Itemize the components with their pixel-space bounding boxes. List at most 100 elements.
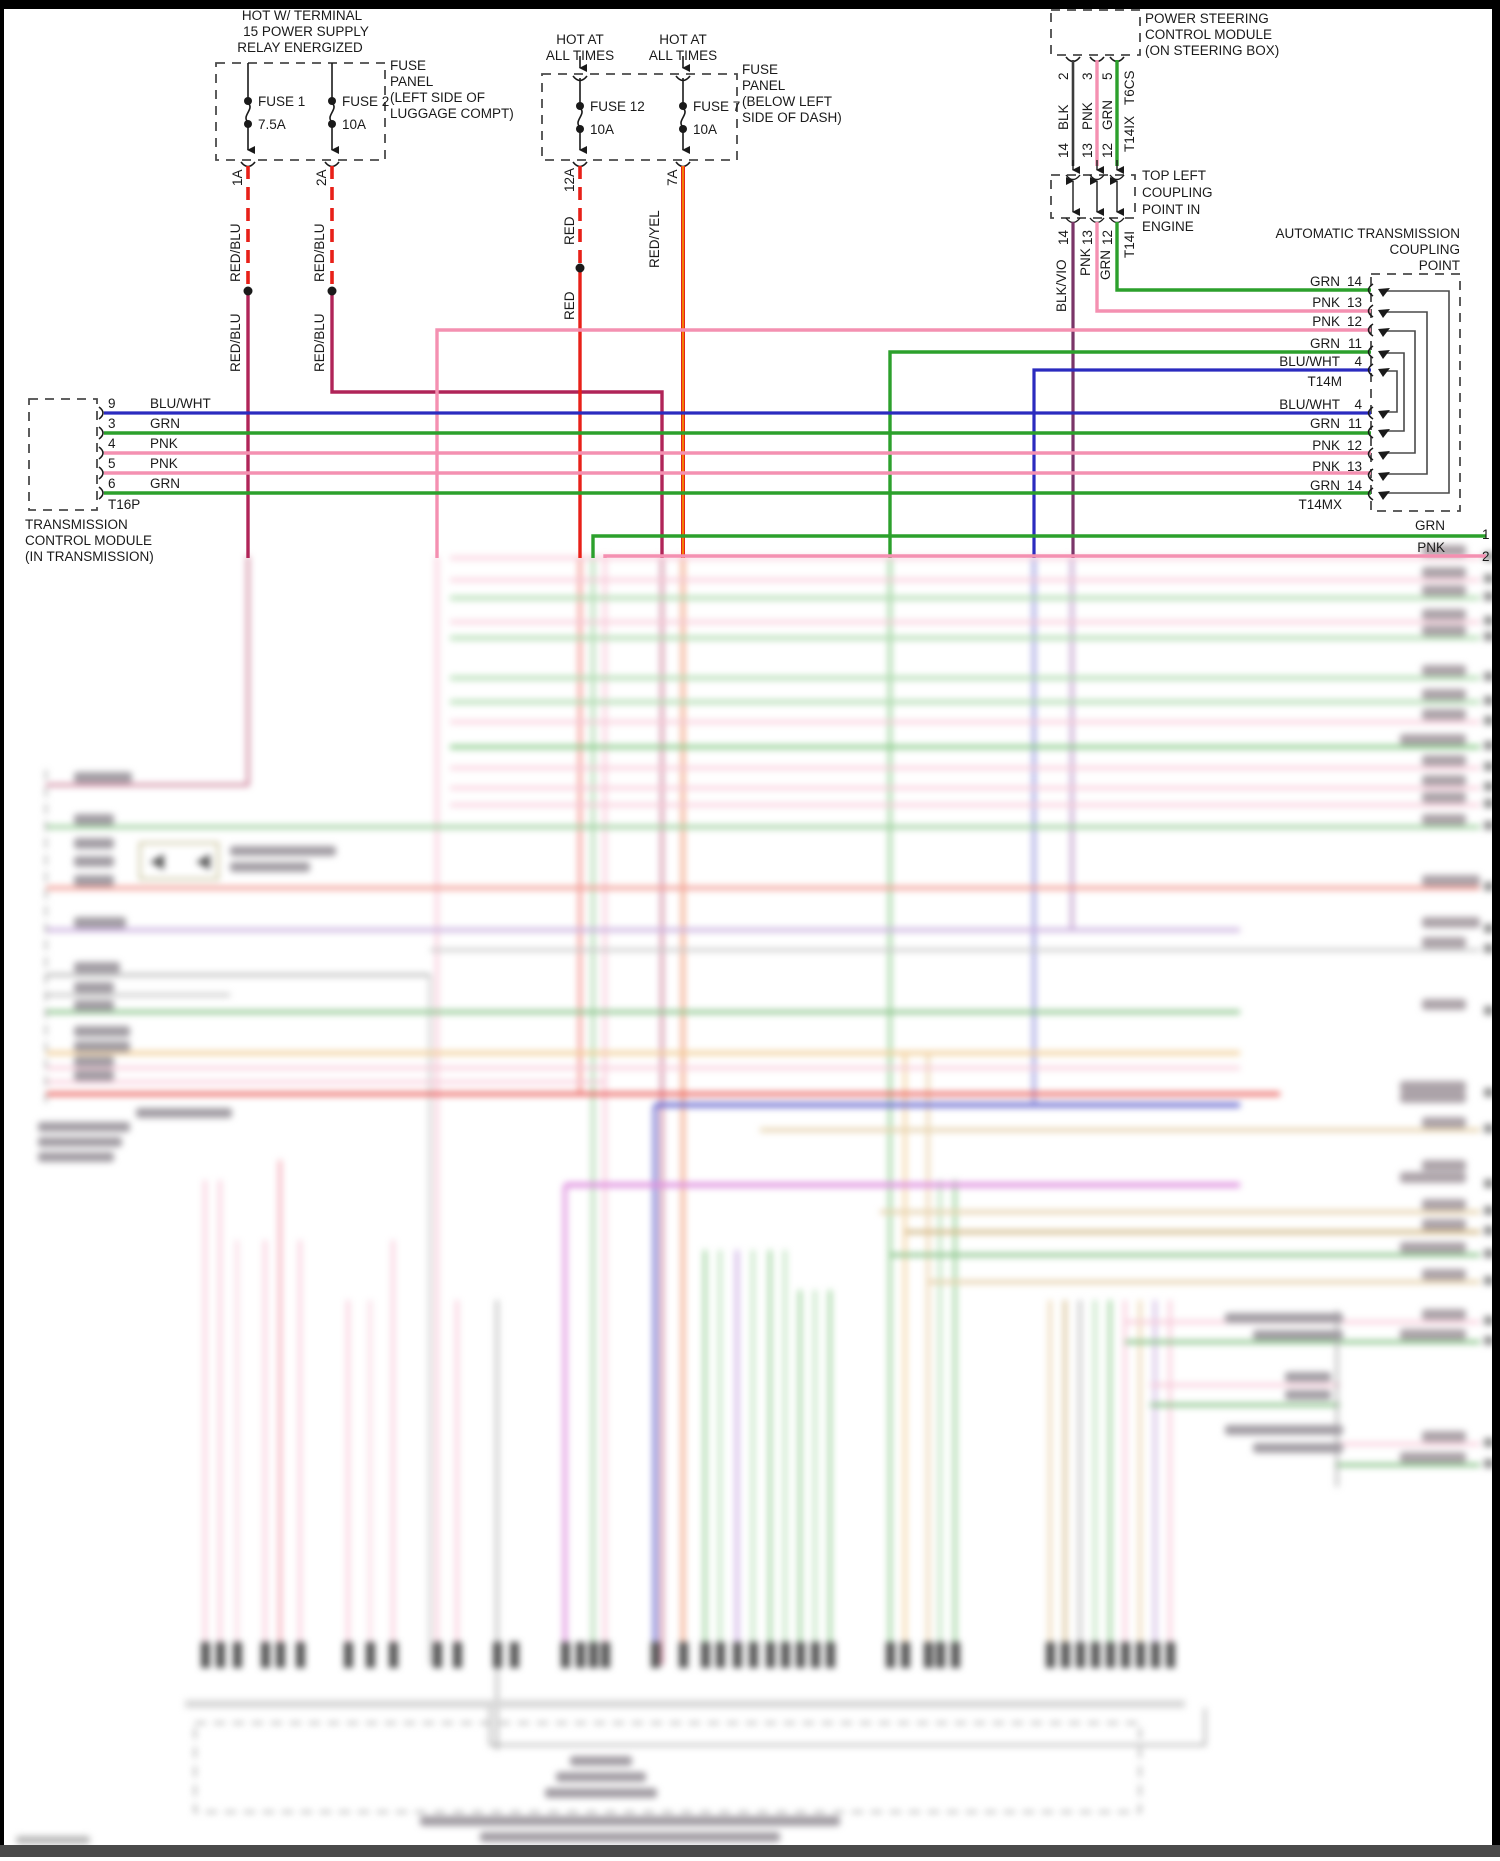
- tcm-pin-6: 6: [108, 476, 116, 491]
- fuse-panel-luggage-location-4: LUGGAGE COMPT): [390, 106, 514, 121]
- output-pnk-wire: PNK: [1417, 540, 1445, 555]
- engine-coupling-title-1: TOP LEFT: [1142, 168, 1207, 183]
- ps-wire-grn: GRN: [1100, 100, 1115, 130]
- tcm-title-3: (IN TRANSMISSION): [25, 549, 154, 564]
- tcm-title-2: CONTROL MODULE: [25, 533, 153, 548]
- fuse-panel-dash-location-2: PANEL: [742, 78, 786, 93]
- engine-wire-pnk: PNK: [1078, 248, 1093, 276]
- ps-connector: T6CS: [1122, 70, 1137, 105]
- output-pnk-pin: 2: [1482, 549, 1490, 564]
- engine-connector: T14I: [1122, 230, 1137, 258]
- fuse2-wire-lower: RED/BLU: [312, 313, 327, 372]
- engine-coupling-title-4: ENGINE: [1142, 219, 1194, 234]
- engine-coupling-title-3: POINT IN: [1142, 202, 1201, 217]
- atc-row2-pin: 13: [1346, 295, 1362, 310]
- fuse-panel-dash-location-1: FUSE: [742, 62, 779, 77]
- engine-pin-13: 13: [1080, 229, 1095, 245]
- atc-row9-pin: 13: [1346, 459, 1362, 474]
- atc-title-1: AUTOMATIC TRANSMISSION: [1275, 226, 1460, 241]
- tcm-pin-5: 5: [108, 456, 116, 471]
- ps-module-title-3: (ON STEERING BOX): [1145, 43, 1280, 58]
- fuse-panel-luggage-location-3: (LEFT SIDE OF: [390, 90, 486, 105]
- ps-harness-pin-12: 12: [1100, 142, 1115, 158]
- engine-pin-14: 14: [1056, 229, 1071, 245]
- atc-title-3: POINT: [1418, 258, 1460, 273]
- fuse7-name: FUSE 7: [693, 99, 741, 114]
- atc-row3-pin: 12: [1346, 314, 1362, 329]
- atc-row1-wire: GRN: [1310, 274, 1340, 289]
- fuse1-wire-lower: RED/BLU: [228, 313, 243, 372]
- fuse12-wire-lower: RED: [562, 291, 577, 320]
- fuse7-rating: 10A: [693, 122, 718, 137]
- atc-connector-lower: T14MX: [1298, 497, 1342, 512]
- fuse-panel-dash-location-4: SIDE OF DASH): [742, 110, 842, 125]
- atc-row8-wire: PNK: [1312, 438, 1340, 453]
- dash-heading2-1: HOT AT: [659, 32, 707, 47]
- engine-wire-grn: GRN: [1098, 250, 1113, 280]
- ps-wire-blk: BLK: [1056, 104, 1071, 130]
- atc-row4-wire: GRN: [1310, 336, 1340, 351]
- tcm-wire-3: PNK: [150, 436, 178, 451]
- engine-coupling-title-2: COUPLING: [1142, 185, 1213, 200]
- fuse12-name: FUSE 12: [590, 99, 645, 114]
- fuse-panel-luggage-location-2: PANEL: [390, 74, 434, 89]
- atc-connector-upper: T14M: [1307, 374, 1342, 389]
- fuse-panel-luggage-location-1: FUSE: [390, 58, 427, 73]
- fuse-panel-dash-location-3: (BELOW LEFT: [742, 94, 833, 109]
- tcm-wire-4: PNK: [150, 456, 178, 471]
- atc-row3-wire: PNK: [1312, 314, 1340, 329]
- fuse-panel-luggage-heading-1: HOT W/ TERMINAL: [241, 8, 363, 23]
- ps-harness-pin-14: 14: [1056, 142, 1071, 158]
- dash-heading2-2: ALL TIMES: [648, 48, 718, 63]
- atc-row4-pin: 11: [1347, 336, 1362, 351]
- atc-title-2: COUPLING: [1389, 242, 1460, 257]
- fuse-panel-luggage-heading-2: 15 POWER SUPPLY: [243, 24, 369, 39]
- ps-pin-2: 2: [1056, 72, 1071, 80]
- atc-row8-pin: 12: [1346, 438, 1362, 453]
- ps-wire-pnk: PNK: [1080, 102, 1095, 130]
- atc-row6-pin: 4: [1354, 397, 1362, 412]
- fuse12-wire-upper: RED: [562, 216, 577, 245]
- output-grn-wire: GRN: [1415, 518, 1445, 533]
- fuse1-wire-upper: RED/BLU: [228, 223, 243, 282]
- dash-heading1-1: HOT AT: [556, 32, 604, 47]
- atc-row6-wire: BLU/WHT: [1279, 397, 1340, 412]
- atc-row10-wire: GRN: [1310, 478, 1340, 493]
- tcm-pin-4: 4: [108, 436, 116, 451]
- atc-row10-pin: 14: [1346, 478, 1362, 493]
- fuse1-pin: 1A: [230, 169, 245, 186]
- engine-wire-blkvio: BLK/VIO: [1054, 259, 1069, 312]
- tcm-connector: T16P: [108, 497, 141, 512]
- fuse7-pin: 7A: [665, 169, 680, 186]
- ps-pin-3: 3: [1080, 72, 1095, 80]
- tcm-wire-2: GRN: [150, 416, 180, 431]
- fuse1-name: FUSE 1: [258, 94, 306, 109]
- ps-module-title-1: POWER STEERING: [1145, 11, 1269, 26]
- fuse1-rating: 7.5A: [258, 117, 286, 132]
- fuse12-rating: 10A: [590, 122, 615, 137]
- tcm-wire-1: BLU/WHT: [150, 396, 211, 411]
- tcm-wire-5: GRN: [150, 476, 180, 491]
- fuse2-rating: 10A: [342, 117, 367, 132]
- fuse2-name: FUSE 2: [342, 94, 390, 109]
- tcm-pin-3: 3: [108, 416, 116, 431]
- ps-harness: T14IX: [1122, 115, 1137, 152]
- atc-row7-pin: 11: [1347, 416, 1362, 431]
- atc-row1-pin: 14: [1346, 274, 1362, 289]
- engine-pin-12: 12: [1100, 229, 1115, 245]
- fuse2-wire-upper: RED/BLU: [312, 223, 327, 282]
- atc-row5-pin: 4: [1354, 354, 1362, 369]
- atc-row9-wire: PNK: [1312, 459, 1340, 474]
- atc-row2-wire: PNK: [1312, 295, 1340, 310]
- atc-row5-wire: BLU/WHT: [1279, 354, 1340, 369]
- atc-row7-wire: GRN: [1310, 416, 1340, 431]
- fuse7-wire: RED/YEL: [647, 210, 662, 268]
- ps-harness-pin-13: 13: [1080, 142, 1095, 158]
- fuse2-pin: 2A: [314, 169, 329, 186]
- ps-module-title-2: CONTROL MODULE: [1145, 27, 1273, 42]
- output-grn-pin: 1: [1482, 527, 1490, 542]
